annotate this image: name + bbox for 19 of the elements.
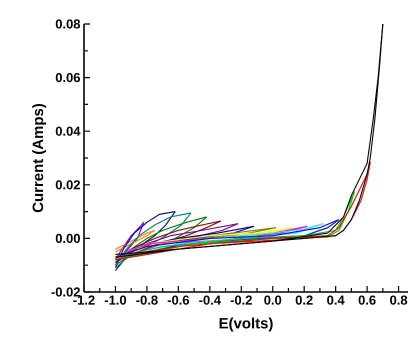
x-tick-label: -0.8: [136, 296, 158, 305]
x-tick-label: 0.2: [296, 296, 313, 305]
x-tick-label: 0.8: [390, 296, 408, 305]
x-tick-label: -0.4: [199, 296, 221, 305]
y-tick-label: 0.06: [56, 73, 80, 82]
y-tick-label: 0.00: [56, 234, 80, 243]
x-tick-label: -0.6: [168, 296, 190, 305]
y-tick-label: -0.02: [51, 287, 80, 297]
y-axis-title: Current (Amps): [32, 104, 46, 212]
y-tick-label: 0.02: [56, 180, 80, 190]
x-tick-label: -1.0: [104, 296, 126, 305]
x-tick-label: 0.0: [264, 296, 282, 305]
x-tick-label: 0.4: [327, 296, 345, 305]
x-tick-label: 0.6: [358, 296, 376, 305]
x-tick-label: -1.2: [73, 296, 95, 305]
y-tick-label: 0.04: [56, 126, 80, 136]
x-axis-title: E(volts): [220, 318, 273, 332]
y-tick-label: 0.08: [56, 19, 80, 29]
x-tick-label: -0.2: [230, 296, 252, 305]
